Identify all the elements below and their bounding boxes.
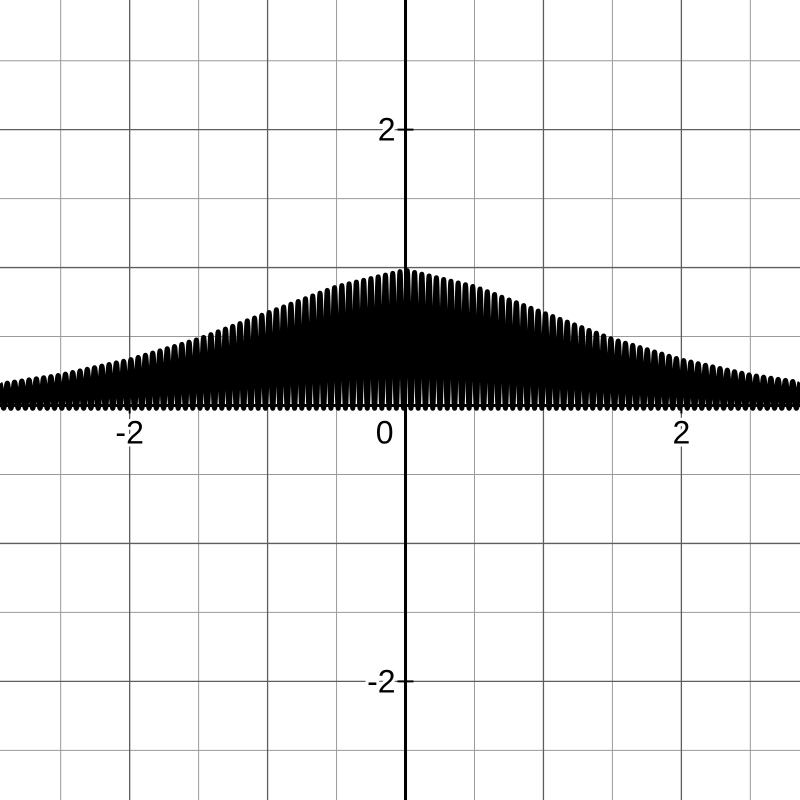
tick-labels: -2 0 2 2 -2 — [112, 109, 693, 703]
y-tick-label: -2 — [367, 663, 395, 699]
y-tick-label: 2 — [378, 112, 396, 148]
x-tick-label: 2 — [672, 415, 690, 451]
oscillating-curve — [0, 268, 800, 411]
curve-path — [0, 268, 800, 411]
x-tick-label: -2 — [115, 415, 143, 451]
x-tick-label: 0 — [376, 415, 394, 451]
